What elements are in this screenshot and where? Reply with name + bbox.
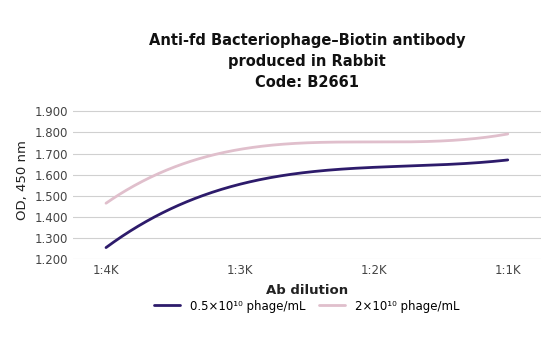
2×10¹⁰ phage/mL xyxy=(349,140,355,144)
0.5×10¹⁰ phage/mL xyxy=(349,166,355,171)
0.5×10¹⁰ phage/mL xyxy=(342,167,349,171)
0.5×10¹⁰ phage/mL xyxy=(103,246,109,250)
2×10¹⁰ phage/mL xyxy=(467,137,474,141)
2×10¹⁰ phage/mL xyxy=(103,201,109,206)
Line: 2×10¹⁰ phage/mL: 2×10¹⁰ phage/mL xyxy=(106,134,508,203)
0.5×10¹⁰ phage/mL xyxy=(441,162,448,167)
2×10¹⁰ phage/mL xyxy=(504,132,511,136)
0.5×10¹⁰ phage/mL xyxy=(504,158,511,162)
2×10¹⁰ phage/mL xyxy=(340,140,347,144)
2×10¹⁰ phage/mL xyxy=(104,200,110,204)
Line: 0.5×10¹⁰ phage/mL: 0.5×10¹⁰ phage/mL xyxy=(106,160,508,248)
Y-axis label: OD, 450 nm: OD, 450 nm xyxy=(16,140,28,220)
Legend: 0.5×10¹⁰ phage/mL, 2×10¹⁰ phage/mL: 0.5×10¹⁰ phage/mL, 2×10¹⁰ phage/mL xyxy=(155,300,459,313)
0.5×10¹⁰ phage/mL xyxy=(467,161,474,165)
2×10¹⁰ phage/mL xyxy=(441,139,448,143)
2×10¹⁰ phage/mL xyxy=(342,140,349,144)
0.5×10¹⁰ phage/mL xyxy=(340,167,347,171)
0.5×10¹⁰ phage/mL xyxy=(104,244,110,249)
Title: Anti-fd Bacteriophage–Biotin antibody
produced in Rabbit
Code: B2661: Anti-fd Bacteriophage–Biotin antibody pr… xyxy=(148,33,465,90)
X-axis label: Ab dilution: Ab dilution xyxy=(266,284,348,297)
